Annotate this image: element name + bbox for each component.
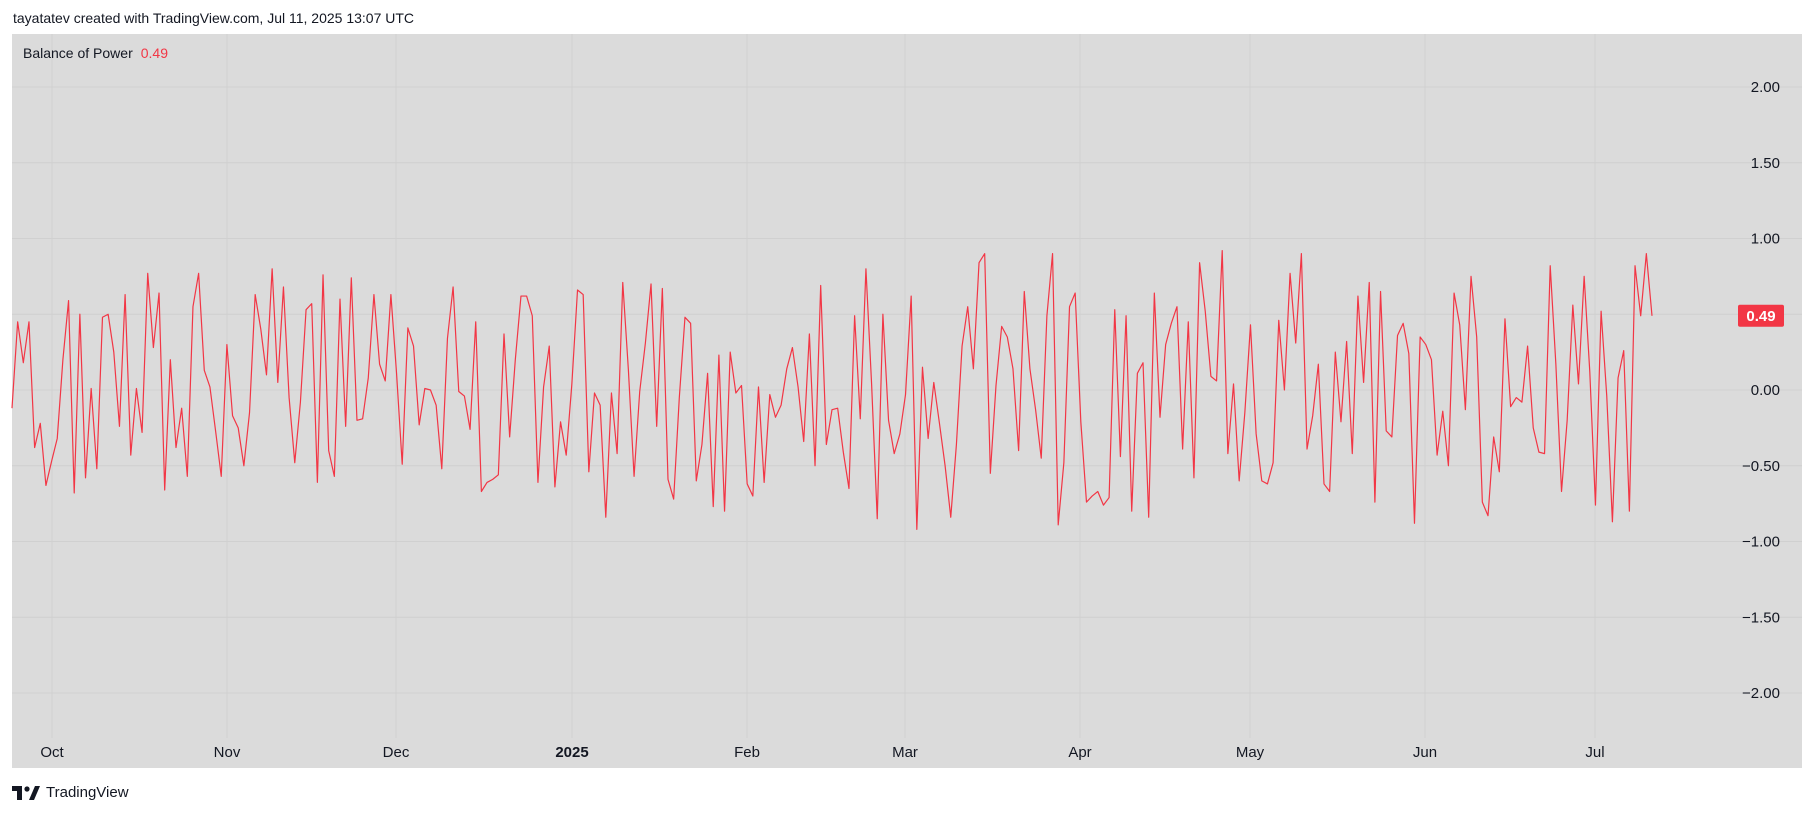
x-tick-label: Feb <box>734 744 760 761</box>
y-tick-label: −2.00 <box>1742 685 1780 702</box>
tradingview-logo-icon <box>12 785 40 800</box>
y-tick-label: 0.00 <box>1751 382 1780 399</box>
x-tick-label: Dec <box>383 744 410 761</box>
y-tick-label: 2.00 <box>1751 79 1780 96</box>
x-tick-label: 2025 <box>555 744 588 761</box>
y-tick-label: 1.00 <box>1751 231 1780 248</box>
x-tick-label: Oct <box>40 744 64 761</box>
y-tick-label: 1.50 <box>1751 155 1780 172</box>
y-tick-label: −1.50 <box>1742 609 1780 626</box>
x-tick-label: May <box>1236 744 1265 761</box>
brand-label: TradingView <box>46 784 129 801</box>
legend-indicator-value: 0.49 <box>140 45 168 61</box>
x-tick-label: Mar <box>892 744 918 761</box>
x-tick-label: Nov <box>214 744 241 761</box>
x-axis[interactable]: Oct Nov Dec 2025 Feb Mar Apr May Jun Jul <box>40 744 1604 761</box>
last-value-badge-background <box>1738 304 1784 327</box>
y-tick-label: −1.00 <box>1742 534 1780 551</box>
y-axis[interactable]: 2.001.501.000.500.00−0.50−1.00−1.50−2.00 <box>1742 79 1780 702</box>
legend-indicator-name: Balance of Power <box>23 45 133 61</box>
plot-area[interactable] <box>12 34 1802 768</box>
x-tick-label: Jul <box>1585 744 1604 761</box>
footer-brand[interactable]: TradingView <box>12 784 129 801</box>
last-value-badge: 0.49 <box>1738 304 1784 327</box>
y-tick-label: −0.50 <box>1742 458 1780 475</box>
indicator-legend[interactable]: Balance of Power 0.49 <box>23 45 168 61</box>
attribution-header: tayatatev created with TradingView.com, … <box>13 10 415 26</box>
x-tick-label: Jun <box>1413 744 1437 761</box>
last-value-badge-label: 0.49 <box>1746 308 1775 325</box>
grid-lines <box>12 34 1802 738</box>
x-tick-label: Apr <box>1068 744 1091 761</box>
series-line-balance-of-power <box>11 250 1653 530</box>
